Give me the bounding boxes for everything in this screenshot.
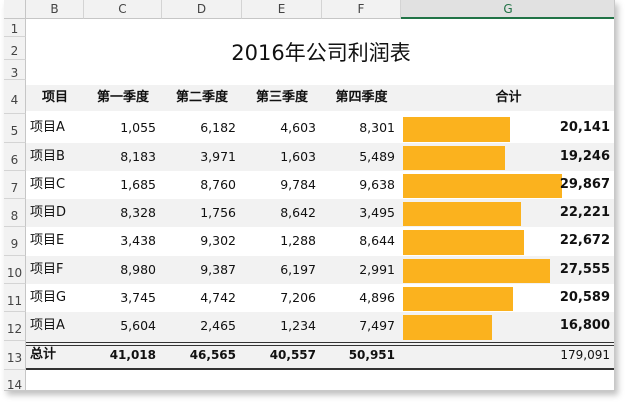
column-header-d[interactable]: D [162, 0, 242, 19]
total-cell[interactable]: 27,555 [559, 262, 610, 277]
value-cell-q4[interactable]: 8,301 [359, 120, 395, 135]
summary-label[interactable]: 总计 [30, 347, 57, 362]
value-cell-q2[interactable]: 8,760 [200, 177, 236, 192]
total-cell[interactable]: 20,589 [559, 290, 610, 305]
value-cell-q1[interactable]: 8,980 [120, 262, 156, 277]
total-data-bar [403, 174, 562, 198]
value-cell-q1[interactable]: 8,183 [120, 149, 156, 164]
row-name-cell[interactable]: 项目B [30, 149, 65, 164]
total-data-bar [403, 315, 492, 340]
value-cell-q2[interactable]: 6,182 [200, 120, 236, 135]
value-cell-q3[interactable]: 4,603 [280, 120, 316, 135]
value-cell-q4[interactable]: 9,638 [359, 177, 395, 192]
value-cell-q1[interactable]: 5,604 [120, 318, 156, 333]
sheet-title: 2016年公司利润表 [231, 41, 411, 65]
total-cell[interactable]: 19,246 [559, 149, 610, 164]
header-q1: 第一季度 [96, 90, 149, 105]
value-cell-q1[interactable]: 3,438 [120, 233, 156, 248]
total-cell[interactable]: 20,141 [559, 120, 610, 135]
row-header-5[interactable]: 5 [4, 114, 26, 143]
column-header-e[interactable]: E [242, 0, 322, 19]
row-name-cell[interactable]: 项目D [30, 205, 67, 220]
value-cell-q3[interactable]: 6,197 [280, 262, 316, 277]
value-cell-q4[interactable]: 2,991 [359, 262, 395, 277]
value-cell-q2[interactable]: 9,302 [200, 233, 236, 248]
value-cell-q3[interactable]: 1,603 [280, 149, 316, 164]
value-cell-q2[interactable]: 3,971 [200, 149, 236, 164]
summary-cell-q3[interactable]: 40,557 [269, 348, 316, 362]
row-header-9[interactable]: 9 [4, 227, 26, 256]
total-cell[interactable]: 29,867 [559, 177, 610, 192]
total-data-bar [403, 117, 510, 142]
column-header-g[interactable]: G [401, 0, 614, 19]
summary-total-cell[interactable]: 179,091 [560, 348, 610, 362]
total-data-bar [403, 146, 505, 170]
value-cell-q2[interactable]: 9,387 [200, 262, 236, 277]
total-data-bar [403, 259, 550, 283]
value-cell-q2[interactable]: 2,465 [200, 318, 236, 333]
row-header-1[interactable]: 1 [4, 19, 26, 37]
total-data-bar [403, 287, 513, 311]
value-cell-q3[interactable]: 7,206 [280, 290, 316, 305]
row-header-10[interactable]: 10 [4, 256, 26, 284]
row-header-11[interactable]: 11 [4, 284, 26, 312]
value-cell-q4[interactable]: 4,896 [359, 290, 395, 305]
row-header-13[interactable]: 13 [4, 341, 26, 370]
value-cell-q4[interactable]: 3,495 [359, 205, 395, 220]
header-total: 合计 [495, 90, 522, 105]
value-cell-q3[interactable]: 9,784 [280, 177, 316, 192]
total-data-bar [403, 202, 521, 226]
column-header-b[interactable]: B [26, 0, 84, 19]
row-header-6[interactable]: 6 [4, 143, 26, 171]
total-cell[interactable]: 22,672 [559, 233, 610, 248]
value-cell-q4[interactable]: 5,489 [359, 149, 395, 164]
row-name-cell[interactable]: 项目C [30, 177, 66, 192]
value-cell-q3[interactable]: 1,234 [280, 318, 316, 333]
value-cell-q1[interactable]: 1,055 [120, 120, 156, 135]
value-cell-q4[interactable]: 7,497 [359, 318, 395, 333]
row-name-cell[interactable]: 项目A [30, 120, 65, 135]
row-header-7[interactable]: 7 [4, 171, 26, 199]
summary-cell-q1[interactable]: 41,018 [109, 348, 156, 362]
header-q3: 第三季度 [255, 90, 308, 105]
spreadsheet: B C D E F G 1 2 3 4 5 6 7 8 9 10 11 12 13 14 2016年公司利润表 项目 第一季… [4, 0, 615, 391]
value-cell-q4[interactable]: 8,644 [359, 233, 395, 248]
row-name-cell[interactable]: 项目E [30, 233, 65, 248]
value-cell-q1[interactable]: 3,745 [120, 290, 156, 305]
row-name-cell[interactable]: 项目F [30, 262, 64, 277]
total-cell[interactable]: 16,800 [559, 318, 610, 333]
row-header-8[interactable]: 8 [4, 199, 26, 227]
value-cell-q2[interactable]: 4,742 [200, 290, 236, 305]
value-cell-q3[interactable]: 8,642 [280, 205, 316, 220]
header-q4: 第四季度 [335, 90, 388, 105]
column-header-f[interactable]: F [322, 0, 401, 19]
value-cell-q1[interactable]: 8,328 [120, 205, 156, 220]
value-cell-q2[interactable]: 1,756 [200, 205, 236, 220]
row-name-cell[interactable]: 项目G [30, 290, 67, 305]
header-q2: 第二季度 [175, 90, 228, 105]
row-header-2[interactable]: 2 [4, 37, 26, 60]
row-header-4[interactable]: 4 [4, 80, 26, 114]
summary-cell-q4[interactable]: 50,951 [348, 348, 395, 362]
column-header-c[interactable]: C [84, 0, 162, 19]
summary-cell-q2[interactable]: 46,565 [189, 348, 236, 362]
row-name-cell[interactable]: 项目A [30, 318, 65, 333]
value-cell-q1[interactable]: 1,685 [120, 177, 156, 192]
header-item: 项目 [41, 90, 68, 105]
total-data-bar [403, 230, 524, 255]
value-cell-q3[interactable]: 1,288 [280, 233, 316, 248]
row-header-14[interactable]: 14 [4, 370, 26, 390]
total-cell[interactable]: 22,221 [559, 205, 610, 220]
row-header-12[interactable]: 12 [4, 312, 26, 341]
select-all-corner[interactable] [4, 0, 26, 19]
row-header-3[interactable]: 3 [4, 60, 26, 80]
